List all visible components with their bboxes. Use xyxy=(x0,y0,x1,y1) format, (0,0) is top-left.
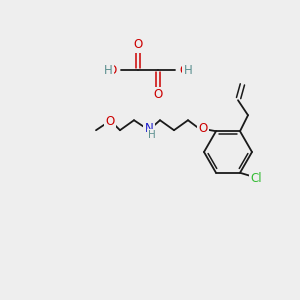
Text: H: H xyxy=(103,64,112,76)
Text: O: O xyxy=(179,64,188,76)
Text: N: N xyxy=(145,122,153,135)
Text: O: O xyxy=(198,122,208,135)
Text: O: O xyxy=(153,88,163,101)
Text: O: O xyxy=(134,38,142,52)
Text: Cl: Cl xyxy=(250,172,262,185)
Text: O: O xyxy=(108,64,117,76)
Text: H: H xyxy=(184,64,192,76)
Text: O: O xyxy=(105,115,115,128)
Text: H: H xyxy=(148,130,156,140)
